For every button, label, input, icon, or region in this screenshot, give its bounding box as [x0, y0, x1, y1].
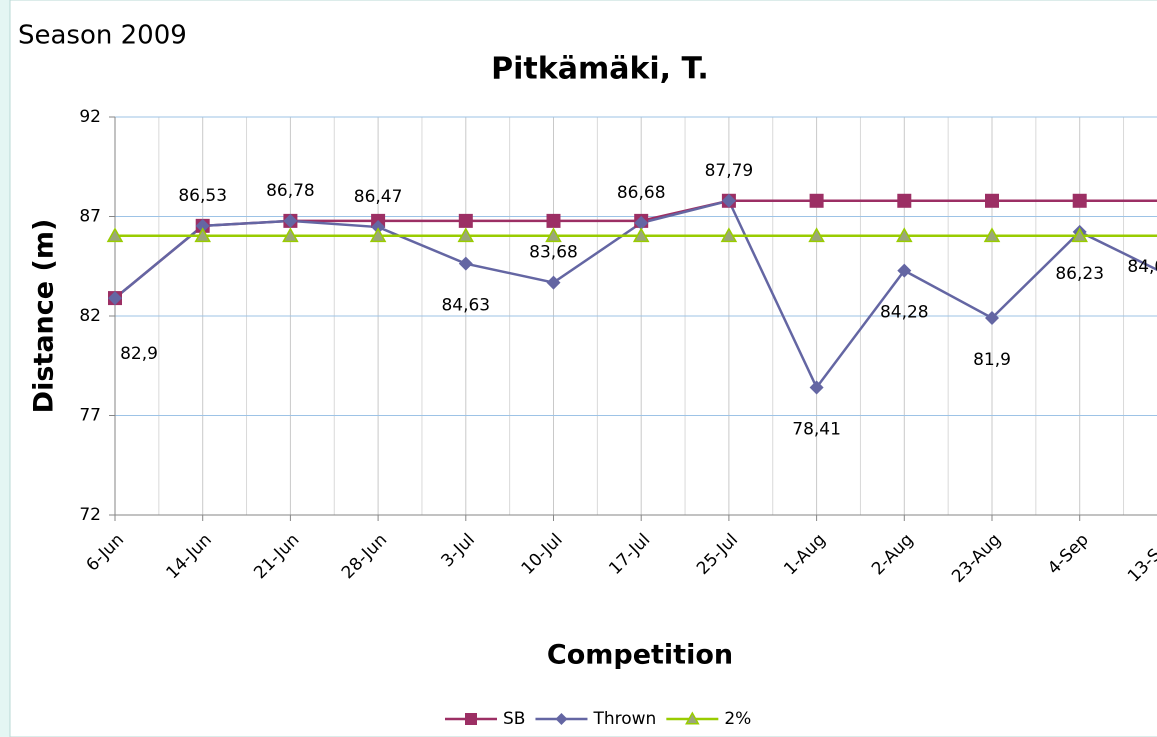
- data-label: 86,23: [1055, 264, 1104, 284]
- marker: [685, 711, 700, 725]
- marker: [983, 227, 1001, 243]
- marker: [106, 227, 124, 243]
- marker: [458, 213, 473, 228]
- data-label: 86,68: [617, 183, 666, 203]
- marker: [458, 256, 473, 271]
- marker: [634, 215, 649, 230]
- chart-title: Pitkämäki, T.: [491, 52, 709, 87]
- marker: [546, 213, 561, 228]
- marker: [897, 193, 912, 208]
- marker: [195, 218, 210, 233]
- y-axis-label: Distance (m): [29, 219, 60, 414]
- subtitle: Season 2009: [18, 21, 187, 51]
- marker: [985, 310, 999, 325]
- marker: [897, 263, 912, 278]
- data-label: 84,07: [1127, 257, 1157, 277]
- marker: [721, 193, 736, 208]
- legend-label: SB: [503, 709, 525, 729]
- data-label: 87,79: [705, 161, 754, 181]
- marker: [465, 713, 477, 725]
- marker: [809, 193, 824, 208]
- marker: [1071, 227, 1088, 243]
- marker: [555, 713, 568, 725]
- y-tick-label: 77: [79, 406, 101, 426]
- marker: [896, 227, 913, 243]
- data-label: 78,41: [792, 419, 841, 439]
- marker: [545, 227, 562, 243]
- y-tick-label: 87: [79, 207, 101, 227]
- marker: [720, 227, 738, 243]
- marker: [809, 380, 824, 395]
- marker: [457, 227, 475, 243]
- marker: [108, 291, 122, 306]
- data-label: 86,53: [178, 186, 227, 206]
- data-label: 86,47: [354, 187, 403, 207]
- marker: [546, 275, 561, 290]
- marker: [282, 227, 299, 243]
- data-label: 83,68: [529, 243, 578, 263]
- data-label: 84,28: [880, 303, 929, 323]
- legend-label: Thrown: [592, 709, 656, 729]
- marker: [283, 213, 298, 228]
- data-label: 81,9: [973, 350, 1011, 370]
- chart-background: [9, 0, 1157, 737]
- marker: [371, 220, 386, 235]
- marker: [1072, 193, 1087, 208]
- data-label: 84,63: [441, 296, 490, 316]
- data-label: 86,78: [266, 181, 315, 201]
- data-label: 82,9: [120, 344, 158, 364]
- legend-label: 2%: [724, 709, 751, 729]
- marker: [369, 227, 387, 243]
- y-tick-label: 72: [79, 505, 101, 525]
- marker: [632, 227, 650, 243]
- marker: [194, 227, 211, 243]
- marker: [985, 193, 999, 208]
- y-tick-label: 92: [79, 107, 101, 127]
- marker: [808, 227, 825, 243]
- x-axis-label: Competition: [547, 640, 733, 671]
- y-tick-label: 82: [79, 306, 101, 326]
